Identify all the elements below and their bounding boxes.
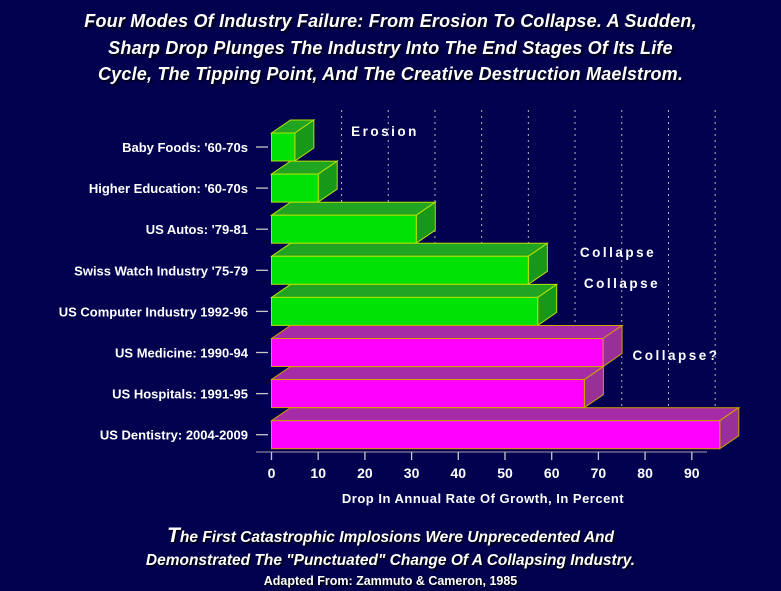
caption: The First Catastrophic Implosions Were U…	[0, 524, 781, 588]
category-label: Higher Education: '60-70s	[89, 181, 248, 196]
bar-front-face	[271, 214, 417, 244]
bar-top-face	[269, 242, 549, 257]
bar-front-face	[271, 379, 585, 409]
category-label: US Autos: '79-81	[146, 222, 248, 237]
category-label: US Computer Industry 1992-96	[59, 304, 248, 319]
title-line-1: Four Modes Of Industry Failure: From Ero…	[84, 11, 697, 31]
x-tick-label: 60	[544, 465, 560, 481]
bar-front-face	[271, 173, 319, 203]
x-tick-label: 90	[684, 465, 700, 481]
caption-line-1: The First Catastrophic Implosions Were U…	[0, 524, 781, 549]
category-label: Baby Foods: '60-70s	[122, 140, 248, 155]
annotation: Erosion	[351, 124, 419, 139]
category-label: US Hospitals: 1991-95	[112, 387, 248, 402]
bar-front-face	[271, 296, 539, 326]
bar-top-face	[269, 283, 559, 298]
x-tick-label: 80	[637, 465, 653, 481]
annotation: Collapse	[580, 245, 656, 260]
bar-chart: 0 10 20 30 40 50 60 70 80 90 Baby Foods: '60-70s Hi…	[59, 110, 741, 506]
title-line-3: Cycle, The Tipping Point, And The Creati…	[97, 64, 684, 84]
x-tick-label: 50	[497, 465, 513, 481]
credit-line: Adapted From: Zammuto & Cameron, 1985	[263, 574, 518, 588]
category-label: US Dentistry: 2004-2009	[100, 428, 248, 443]
caption-drop-initial: T	[167, 524, 180, 547]
x-axis-title: Drop In Annual Rate Of Growth, In Percen…	[342, 491, 624, 506]
x-tick-label: 30	[404, 465, 420, 481]
caption-line-1-text: he First Catastrophic Implosions Were Un…	[179, 529, 614, 546]
bar-top-face	[269, 366, 606, 381]
x-tick-label: 70	[591, 465, 607, 481]
bar-front-face	[271, 420, 721, 450]
caption-line-2: Demonstrated The "Punctuated" Change Of …	[145, 552, 636, 569]
x-tick-label: 40	[451, 465, 467, 481]
bar-top-face	[269, 325, 624, 339]
x-tick-label: 20	[357, 465, 373, 481]
bar-front-face	[271, 132, 296, 162]
x-tick-label: 0	[268, 465, 276, 481]
title-line-2: Sharp Drop Plunges The Industry Into The…	[108, 37, 673, 58]
bar-top-face	[269, 201, 437, 216]
category-label: US Medicine: 1990-94	[115, 346, 249, 361]
slide-title: Four Modes Of Industry Failure: From Ero…	[0, 8, 781, 88]
annotation: Collapse?	[632, 348, 719, 363]
annotation: Collapse	[584, 276, 660, 291]
category-label: Swiss Watch Industry '75-79	[74, 263, 248, 278]
bar-front-face	[271, 338, 604, 367]
x-tick-label: 10	[310, 465, 326, 481]
bar-top-face	[269, 407, 741, 422]
bar-front-face	[271, 255, 529, 285]
